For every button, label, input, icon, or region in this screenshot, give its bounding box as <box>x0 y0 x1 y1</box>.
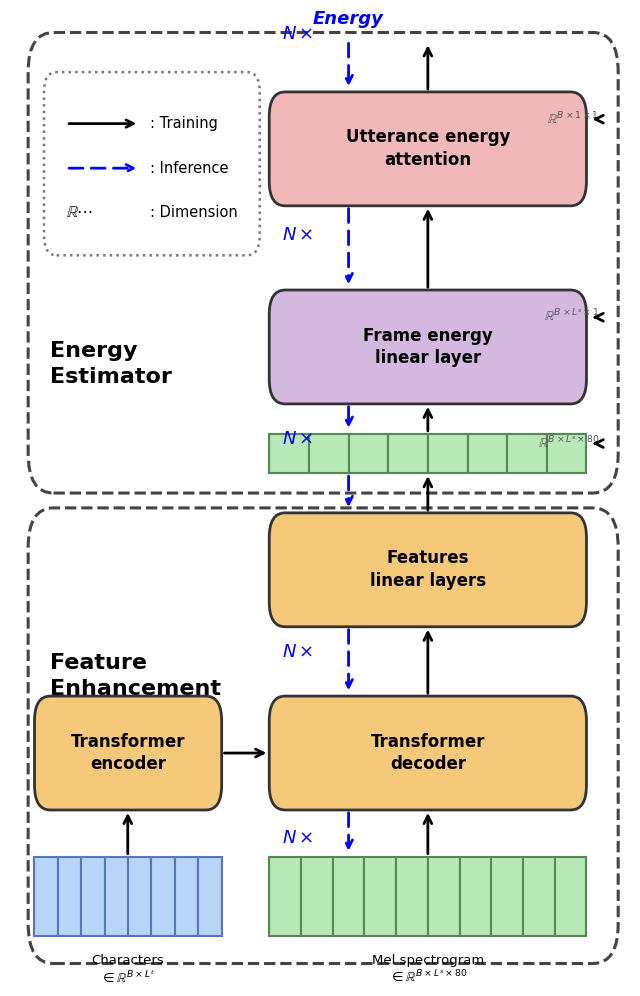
Bar <box>396 857 428 936</box>
Bar <box>428 857 460 936</box>
Text: $N\times$: $N\times$ <box>282 829 314 847</box>
Text: : Dimension: : Dimension <box>150 205 237 220</box>
Bar <box>309 433 349 473</box>
Text: $\in \mathbb{R}^{B\times L^t}$: $\in \mathbb{R}^{B\times L^t}$ <box>100 969 156 986</box>
Bar <box>333 857 364 936</box>
Bar <box>349 433 388 473</box>
Text: Transformer
encoder: Transformer encoder <box>71 733 186 774</box>
Text: $\mathbb{R}$⋯: $\mathbb{R}$⋯ <box>66 205 93 220</box>
Text: $N\times$: $N\times$ <box>282 225 314 244</box>
Text: Mel spectrogram: Mel spectrogram <box>372 953 484 966</box>
Text: $N\times$: $N\times$ <box>282 26 314 44</box>
Text: Utterance energy
attention: Utterance energy attention <box>346 128 510 169</box>
Text: : Inference: : Inference <box>150 160 228 175</box>
Bar <box>269 433 309 473</box>
FancyBboxPatch shape <box>35 696 221 810</box>
Bar <box>460 857 492 936</box>
Bar <box>58 857 81 936</box>
Bar <box>81 857 105 936</box>
Bar <box>428 433 467 473</box>
FancyBboxPatch shape <box>269 92 586 206</box>
Text: $\mathbb{R}^{B\times L^s\times 80}$: $\mathbb{R}^{B\times L^s\times 80}$ <box>538 435 599 451</box>
Text: Energy
Estimator: Energy Estimator <box>51 341 172 387</box>
Bar <box>269 857 301 936</box>
Text: $N\times$: $N\times$ <box>282 429 314 447</box>
Bar <box>523 857 555 936</box>
Bar <box>175 857 198 936</box>
Bar <box>547 433 586 473</box>
Text: : Training: : Training <box>150 117 218 131</box>
Text: Characters: Characters <box>92 953 164 966</box>
Text: $\mathbb{R}^{B\times L^s\times 1}$: $\mathbb{R}^{B\times L^s\times 1}$ <box>543 309 599 326</box>
Bar <box>301 857 333 936</box>
Bar <box>364 857 396 936</box>
FancyBboxPatch shape <box>28 33 618 493</box>
Text: Features
linear layers: Features linear layers <box>370 550 486 591</box>
Text: Transformer
decoder: Transformer decoder <box>371 733 485 774</box>
Text: Energy: Energy <box>313 10 384 28</box>
Bar <box>507 433 547 473</box>
Bar <box>388 433 428 473</box>
FancyBboxPatch shape <box>269 290 586 404</box>
Text: $\mathbb{R}^{B\times 1\times 1}$: $\mathbb{R}^{B\times 1\times 1}$ <box>547 111 599 127</box>
Bar <box>492 857 523 936</box>
Bar <box>35 857 58 936</box>
Bar <box>198 857 221 936</box>
Text: $\in \mathbb{R}^{B\times L^s\times 80}$: $\in \mathbb{R}^{B\times L^s\times 80}$ <box>388 969 467 985</box>
FancyBboxPatch shape <box>44 72 260 255</box>
Bar <box>555 857 586 936</box>
Bar <box>105 857 128 936</box>
FancyBboxPatch shape <box>28 508 618 963</box>
FancyBboxPatch shape <box>269 696 586 810</box>
Bar <box>152 857 175 936</box>
Text: Feature
Enhancement: Feature Enhancement <box>51 653 221 699</box>
Text: Frame energy
linear layer: Frame energy linear layer <box>363 327 493 368</box>
FancyBboxPatch shape <box>269 513 586 626</box>
Text: $N\times$: $N\times$ <box>282 642 314 660</box>
Bar <box>128 857 152 936</box>
Bar <box>467 433 507 473</box>
